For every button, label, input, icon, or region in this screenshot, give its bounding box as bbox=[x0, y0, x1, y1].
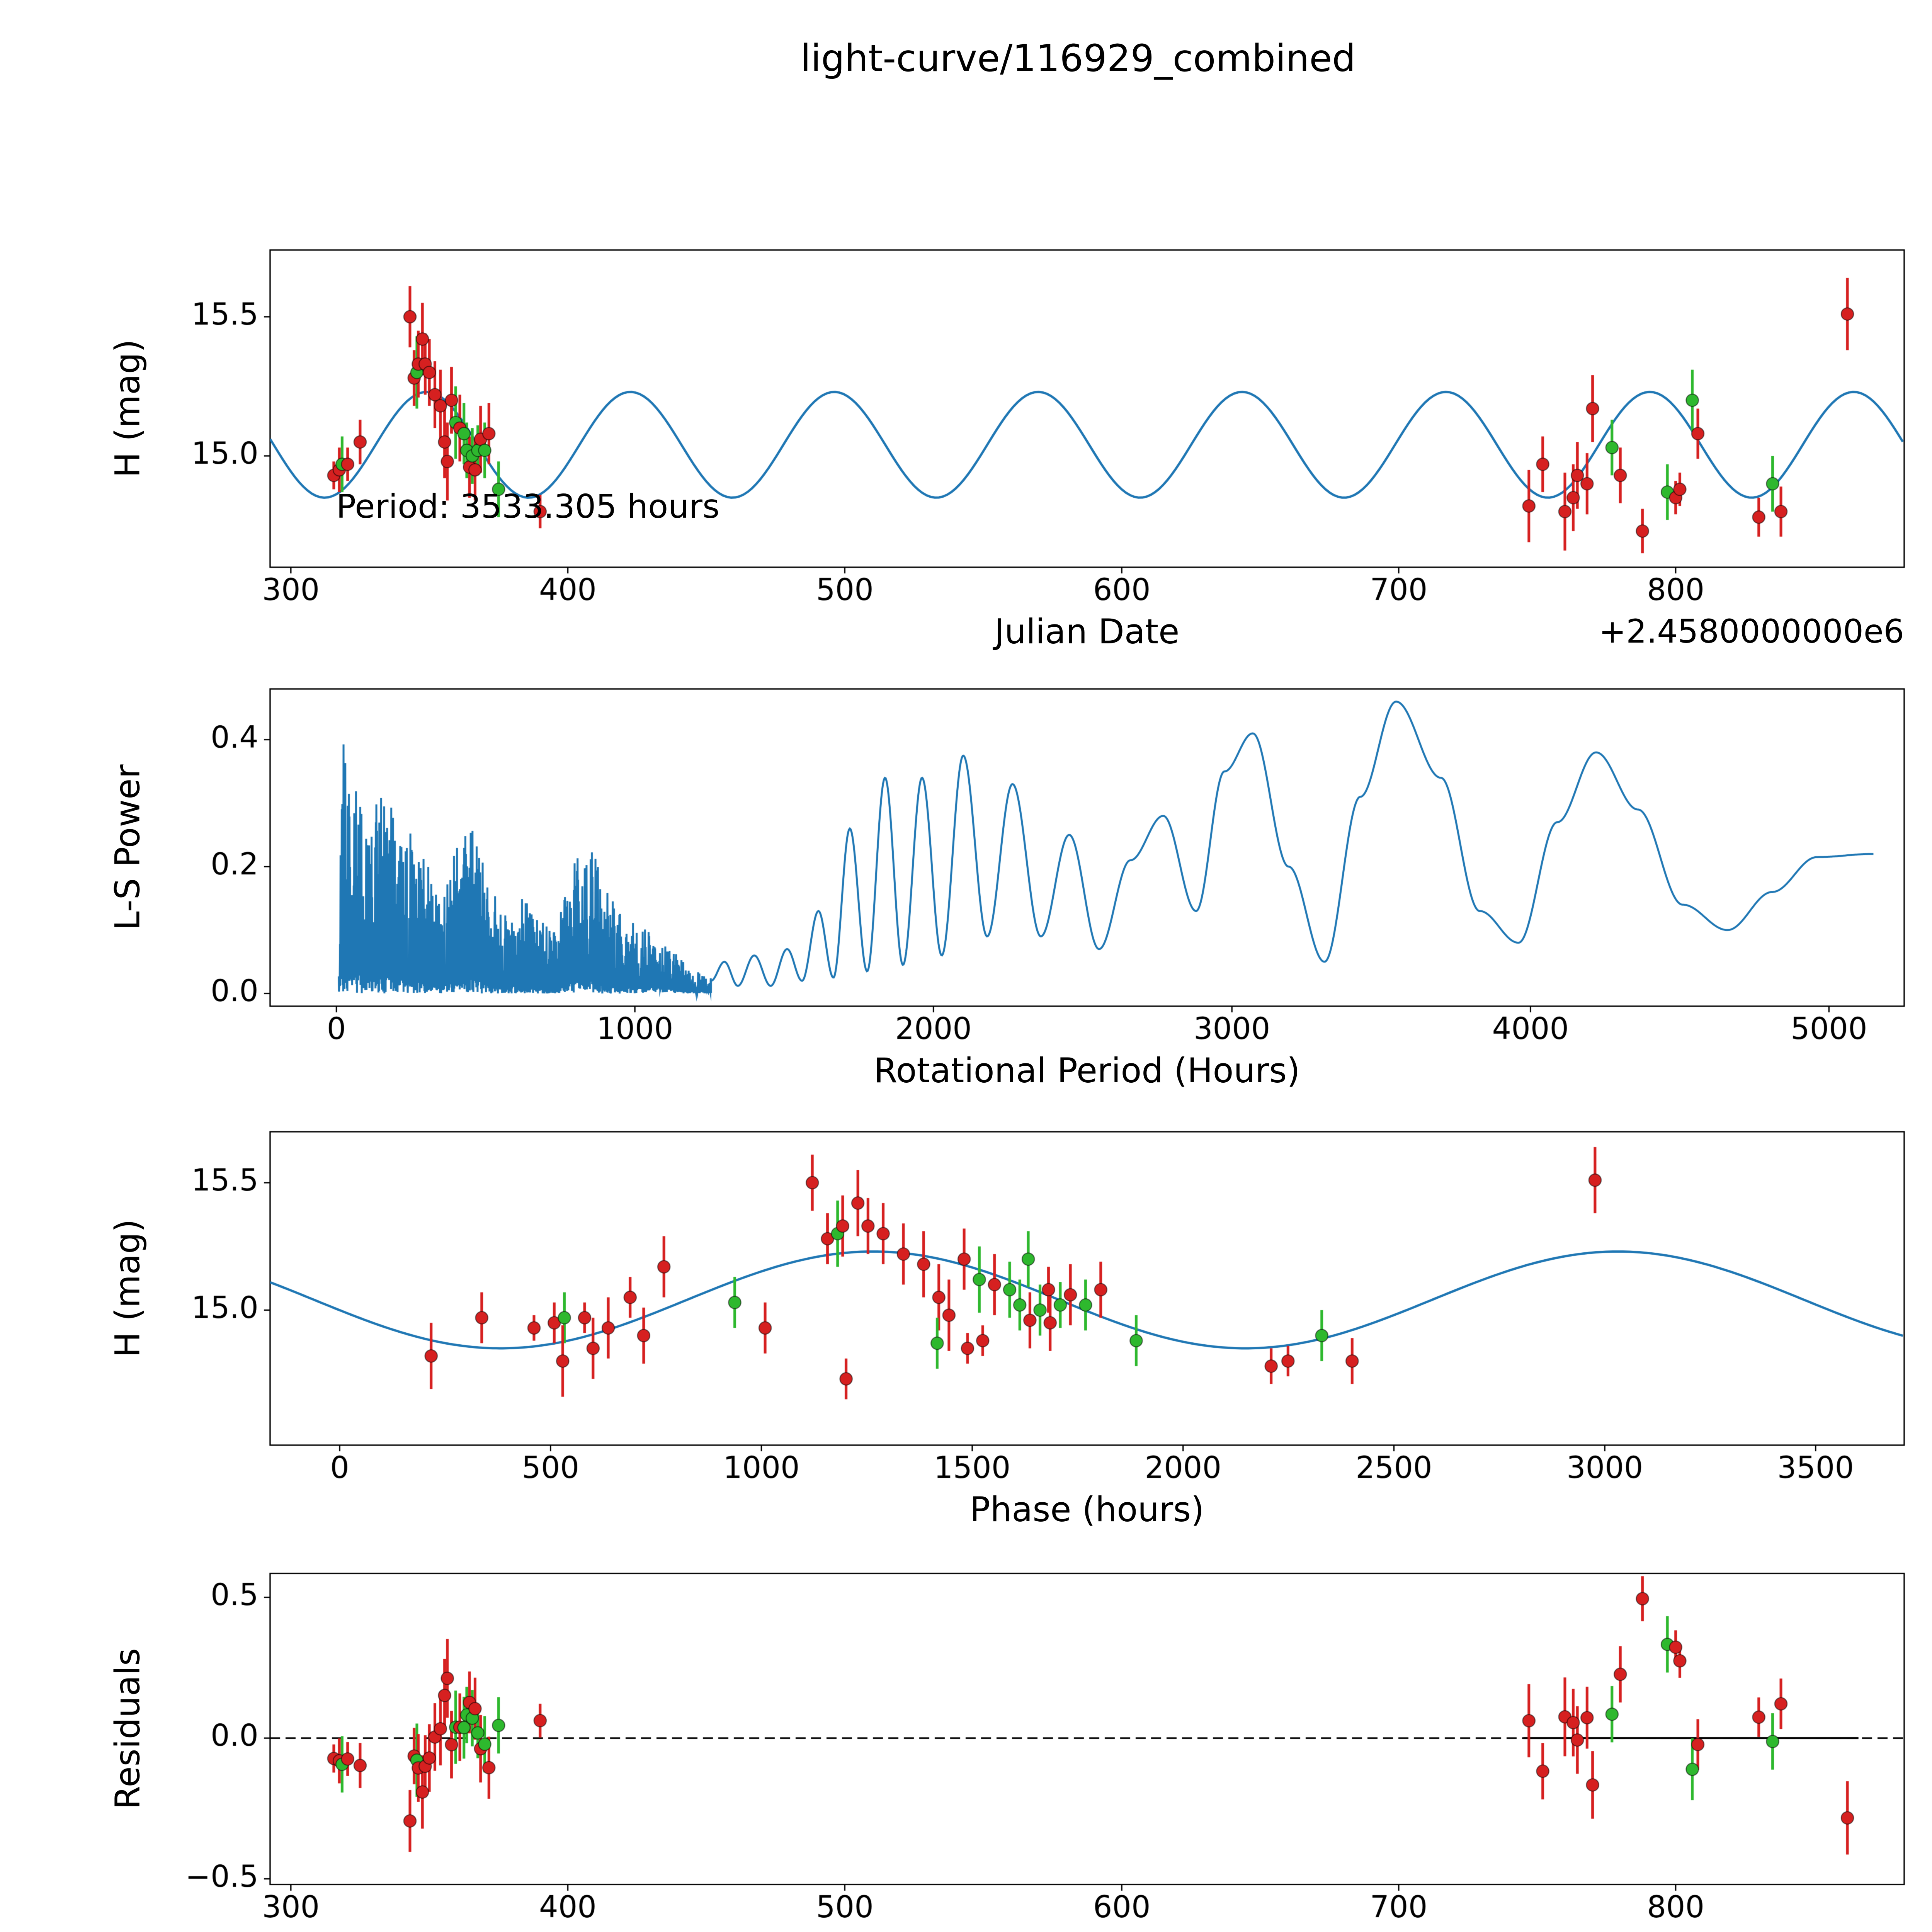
phase-x-axis-label: Phase (hours) bbox=[969, 1490, 1204, 1529]
periodogram-x-axis-label: Rotational Period (Hours) bbox=[874, 1051, 1300, 1090]
lightcurve-axis-offset-text: +2.4580000000e6 bbox=[1599, 612, 1904, 650]
periodogram-y-axis-label: L-S Power bbox=[107, 764, 148, 930]
figure-title: light-curve/116929_combined bbox=[800, 37, 1356, 80]
period-annotation: Period: 3533.305 hours bbox=[336, 488, 720, 526]
lightcurve-x-axis-label: Julian Date bbox=[994, 612, 1180, 651]
residuals-y-axis-label: Residuals bbox=[107, 1648, 148, 1810]
residuals-axis-offset-text: +2.4580000000e6 bbox=[1599, 1929, 1904, 1932]
lightcurve-y-axis-label: H (mag) bbox=[107, 339, 148, 478]
residuals-x-axis-label: Julian Date bbox=[995, 1929, 1180, 1932]
phase-y-axis-label: H (mag) bbox=[107, 1219, 148, 1358]
